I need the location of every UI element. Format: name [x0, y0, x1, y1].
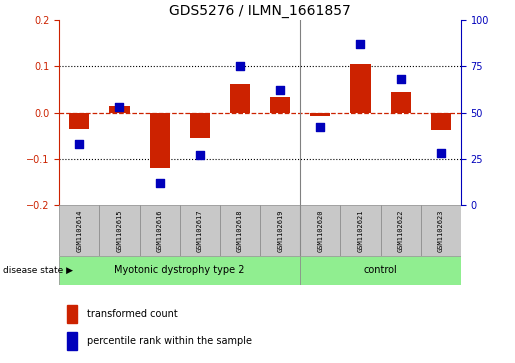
- Bar: [220, 205, 260, 256]
- Bar: [350, 64, 370, 113]
- Text: control: control: [364, 265, 398, 276]
- Bar: [180, 205, 220, 256]
- Text: GSM1102620: GSM1102620: [317, 209, 323, 252]
- Bar: [59, 205, 99, 256]
- Bar: [190, 113, 210, 138]
- Bar: [381, 205, 421, 256]
- Point: [356, 41, 365, 47]
- Text: Myotonic dystrophy type 2: Myotonic dystrophy type 2: [114, 265, 245, 276]
- Text: GSM1102616: GSM1102616: [157, 209, 163, 252]
- Point: [196, 152, 204, 158]
- Text: GSM1102617: GSM1102617: [197, 209, 203, 252]
- Point: [316, 125, 324, 130]
- Bar: [109, 106, 129, 113]
- Text: GSM1102619: GSM1102619: [277, 209, 283, 252]
- Bar: [140, 205, 180, 256]
- Point: [156, 180, 164, 186]
- Point: [397, 76, 405, 82]
- Text: disease state ▶: disease state ▶: [3, 266, 73, 275]
- Text: GSM1102621: GSM1102621: [357, 209, 364, 252]
- Text: GSM1102615: GSM1102615: [116, 209, 123, 252]
- Point: [115, 104, 124, 110]
- Text: GSM1102623: GSM1102623: [438, 209, 444, 252]
- Bar: [300, 205, 340, 256]
- Bar: [431, 113, 451, 130]
- Bar: [310, 113, 330, 116]
- Bar: [390, 92, 410, 113]
- Text: GSM1102614: GSM1102614: [76, 209, 82, 252]
- Bar: [340, 205, 381, 256]
- Title: GDS5276 / ILMN_1661857: GDS5276 / ILMN_1661857: [169, 4, 351, 17]
- Text: GSM1102622: GSM1102622: [398, 209, 404, 252]
- Text: GSM1102618: GSM1102618: [237, 209, 243, 252]
- Bar: [421, 205, 461, 256]
- Bar: [59, 256, 300, 285]
- Text: transformed count: transformed count: [88, 309, 178, 319]
- Point: [276, 87, 284, 93]
- Bar: [149, 113, 169, 168]
- Bar: [67, 306, 77, 323]
- Bar: [270, 97, 290, 113]
- Bar: [230, 84, 250, 113]
- Bar: [300, 256, 461, 285]
- Point: [437, 150, 445, 156]
- Point: [236, 63, 244, 69]
- Bar: [99, 205, 140, 256]
- Text: percentile rank within the sample: percentile rank within the sample: [88, 337, 252, 346]
- Bar: [260, 205, 300, 256]
- Bar: [69, 113, 89, 129]
- Point: [75, 141, 83, 147]
- Bar: [67, 333, 77, 350]
